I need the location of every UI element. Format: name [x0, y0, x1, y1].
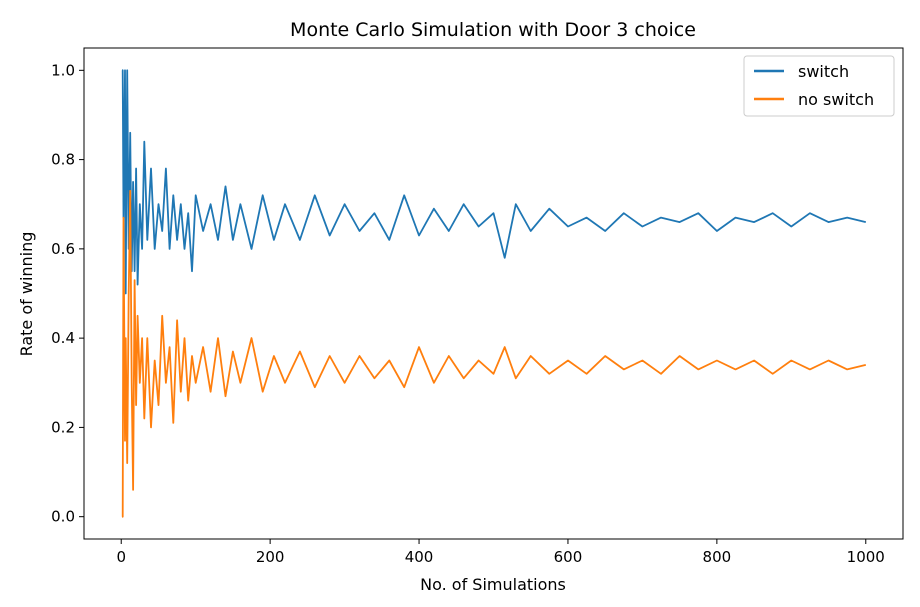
- x-tick-label: 400: [405, 548, 434, 566]
- y-tick-label: 1.0: [51, 61, 75, 79]
- axes-frame: [83, 47, 904, 540]
- x-axis-label: No. of Simulations: [420, 575, 566, 594]
- series-line-no-switch: [121, 189, 867, 518]
- chart-title: Monte Carlo Simulation with Door 3 choic…: [290, 19, 696, 41]
- legend: switch no switch: [743, 55, 895, 117]
- x-tick-label: 600: [554, 548, 583, 566]
- plot-area: 0 200 400 600 800 1000 0.0 0.2 0.4 0.6 0.8 1.0: [51, 47, 904, 566]
- y-tick-label: 0.8: [51, 151, 75, 169]
- y-tick-label: 0.6: [51, 240, 75, 258]
- y-tick-label: 0.4: [51, 329, 75, 347]
- y-tick-label: 0.2: [51, 418, 75, 436]
- y-tick-label: 0.0: [51, 508, 75, 526]
- x-tick-label: 0: [116, 548, 126, 566]
- series-line-switch: [121, 69, 867, 295]
- legend-label-no-switch: no switch: [798, 90, 874, 109]
- legend-label-switch: switch: [798, 62, 849, 81]
- x-tick-label: 1000: [847, 548, 885, 566]
- y-axis-label: Rate of winning: [17, 232, 36, 357]
- x-tick-label: 200: [256, 548, 285, 566]
- x-tick-label: 800: [703, 548, 732, 566]
